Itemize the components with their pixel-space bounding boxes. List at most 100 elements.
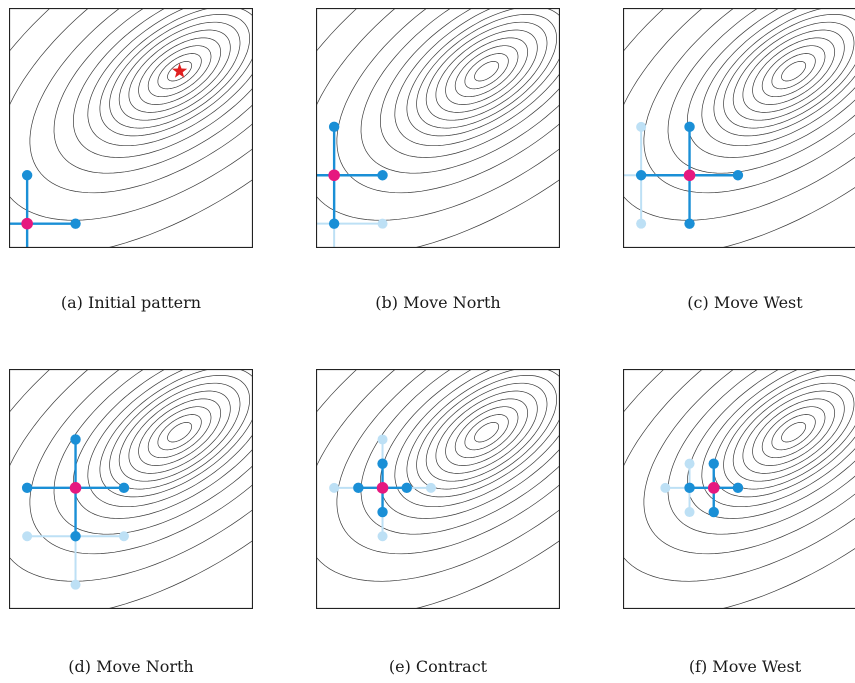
contour-line-8: [87, 369, 253, 508]
active-pattern-east-point: [377, 170, 388, 181]
previous-pattern-east-point: [425, 482, 436, 493]
contour-line-8: [394, 8, 560, 147]
contour-line-7: [99, 369, 253, 498]
contour-line-0: [474, 61, 500, 82]
contour-line-8: [701, 369, 855, 508]
contour-line-6: [723, 13, 855, 129]
panel-frame: [9, 8, 253, 248]
active-pattern-north-point: [70, 434, 81, 445]
contour-line-13: [9, 8, 253, 248]
contour-line-0: [781, 61, 807, 82]
contour-line-3: [138, 37, 222, 105]
panel-initial-pattern: [9, 8, 253, 248]
contour-line-5: [425, 382, 548, 482]
contour-line-10: [53, 369, 253, 535]
contour-line-4: [742, 29, 845, 113]
contour-line-7: [713, 8, 855, 137]
current-center-point: [376, 482, 389, 494]
panel-frame: [623, 8, 855, 248]
active-pattern-west-point: [21, 482, 33, 494]
panel-frame: [623, 369, 855, 609]
active-pattern-east-point: [732, 170, 744, 181]
contour-line-12: [9, 8, 253, 221]
contour-line-12: [9, 369, 253, 582]
active-pattern-south-point: [684, 218, 695, 229]
contour-lines: [9, 369, 253, 609]
contour-line-9: [380, 369, 560, 519]
contour-line-4: [128, 390, 231, 474]
optimum-star-icon: [172, 63, 188, 78]
caption-e: (e) Contract: [388, 657, 488, 676]
panel-canvas: [316, 369, 560, 609]
caption-d: (d) Move North: [68, 657, 194, 676]
current-center-point: [21, 217, 33, 230]
previous-pattern-south-point: [377, 531, 388, 542]
panel-canvas: [316, 8, 560, 248]
contour-lines: [9, 8, 253, 248]
contour-line-4: [742, 390, 845, 474]
pattern-layer: [623, 121, 744, 229]
contour-line-1: [464, 53, 509, 90]
panel-canvas: [9, 8, 253, 248]
previous-pattern-east-point: [118, 531, 129, 542]
contour-line-0: [781, 422, 807, 443]
contour-line-10: [53, 8, 253, 174]
panel-frame: [9, 369, 253, 609]
contour-line-2: [761, 45, 826, 98]
previous-pattern-west-point: [660, 482, 671, 493]
contour-line-11: [336, 369, 560, 555]
pattern-layer: [21, 434, 130, 590]
current-center-point: [69, 482, 82, 494]
contour-line-13: [623, 8, 855, 248]
contour-line-5: [425, 21, 548, 121]
contour-line-0: [167, 422, 193, 443]
contour-line-5: [732, 21, 855, 121]
current-center-point: [328, 169, 340, 182]
contour-line-1: [464, 414, 509, 451]
active-pattern-east-point: [732, 482, 744, 494]
contour-line-7: [406, 8, 560, 137]
panel-move-west-2: [623, 369, 855, 609]
contour-line-9: [73, 369, 253, 519]
previous-pattern-west-point: [22, 531, 33, 542]
contour-line-0: [167, 61, 193, 82]
contour-line-3: [445, 37, 529, 105]
panel-frame: [316, 8, 560, 248]
active-pattern-north-point: [684, 121, 695, 133]
active-pattern-north-point: [708, 458, 719, 469]
contour-line-10: [667, 8, 855, 174]
current-center-point: [683, 169, 696, 182]
contour-line-2: [147, 406, 212, 459]
contour-lines: [623, 8, 855, 248]
previous-pattern-south-point: [70, 579, 81, 590]
contour-line-3: [445, 398, 529, 466]
contour-line-11: [29, 369, 253, 555]
contour-line-7: [713, 369, 855, 498]
pattern-layer: [9, 170, 81, 248]
contour-line-1: [157, 53, 202, 90]
contour-line-3: [752, 37, 836, 105]
active-pattern-east-point: [118, 482, 130, 494]
contour-line-11: [643, 369, 855, 555]
contour-line-4: [435, 29, 538, 113]
contour-line-9: [73, 8, 253, 158]
contour-line-2: [454, 45, 519, 98]
contour-line-11: [336, 8, 560, 194]
panel-move-north-1: [316, 8, 560, 248]
contour-line-4: [435, 390, 538, 474]
caption-f: (f) Move West: [688, 657, 802, 676]
panel-canvas: [623, 369, 855, 609]
previous-pattern-north-point: [684, 458, 695, 469]
pattern-layer: [329, 434, 436, 542]
caption-c: (c) Move West: [687, 293, 803, 312]
contour-line-10: [360, 8, 560, 174]
contour-line-9: [380, 8, 560, 158]
contour-line-5: [732, 382, 855, 482]
active-pattern-south-point: [708, 506, 719, 518]
contour-lines: [316, 369, 560, 609]
active-pattern-south-point: [328, 218, 340, 229]
contour-line-13: [316, 369, 560, 609]
contour-line-6: [109, 374, 250, 490]
caption-a: (a) Initial pattern: [60, 293, 202, 312]
contour-line-2: [454, 406, 519, 459]
